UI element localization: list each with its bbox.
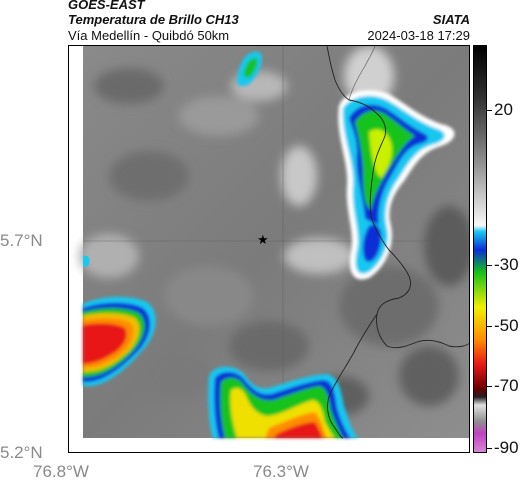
- timestamp: 2024-03-18 17:29: [367, 28, 470, 43]
- map-title: Temperatura de Brillo CH13: [68, 12, 239, 27]
- colorbar-label-m50: -50: [494, 316, 519, 335]
- region-border-line: [327, 313, 378, 439]
- colorbar: [473, 45, 487, 453]
- colorbar-label-m70: -70: [494, 376, 519, 395]
- organization-label: SIATA: [432, 12, 470, 27]
- region-label: Vía Medellín - Quibdó 50km: [68, 28, 230, 43]
- lat-label-south: 5.2°N: [0, 443, 43, 462]
- map-panel[interactable]: ★: [68, 45, 470, 453]
- colorbar-label-m30: -30: [494, 255, 519, 274]
- lon-label-west: 76.8°W: [33, 462, 89, 481]
- product-name: GOES-EAST: [68, 0, 145, 12]
- star-icon: ★: [257, 232, 269, 247]
- cloud-cell-left: [83, 296, 156, 386]
- country-border-line: [326, 46, 469, 349]
- lat-label-north: 5.7°N: [0, 231, 43, 250]
- brightness-temperature-map: [69, 46, 469, 452]
- colorbar-label-m90: -90: [494, 438, 519, 457]
- cloud-texture: [79, 46, 469, 416]
- cloud-cell-bottom: [208, 366, 359, 438]
- colorbar-label-20: 20: [494, 100, 513, 119]
- cloud-cell-right: [338, 90, 455, 280]
- lon-label-east: 76.3°W: [253, 462, 309, 481]
- cloud-cell-top: [237, 51, 262, 87]
- cloud-spot: [83, 255, 90, 267]
